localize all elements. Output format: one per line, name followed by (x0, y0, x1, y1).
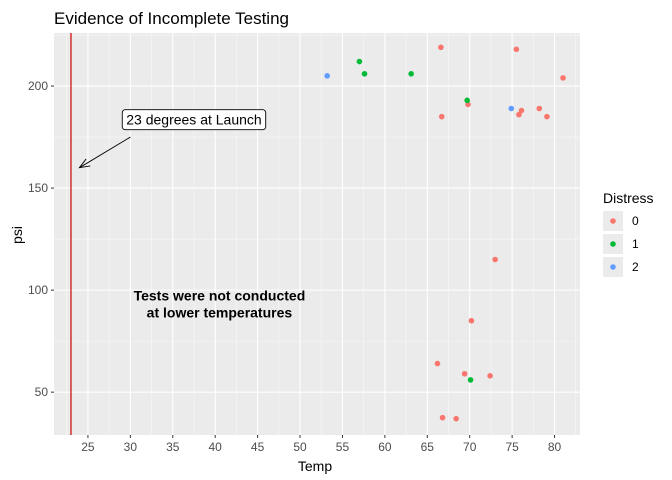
data-point-distress-0 (544, 113, 550, 120)
data-point-distress-0 (560, 75, 566, 81)
annotation-arrow (79, 136, 131, 169)
data-point-distress-0 (536, 105, 543, 112)
y-axis-title: psi (9, 226, 25, 244)
legend-label: 0 (632, 214, 639, 228)
data-point-distress-0 (518, 107, 525, 114)
legend-label: 2 (632, 260, 639, 274)
data-point-distress-0 (439, 414, 446, 421)
legend: Distress 0 1 2 (603, 190, 654, 277)
chart-title: Evidence of Incomplete Testing (54, 9, 289, 28)
data-point-distress-0 (461, 370, 468, 377)
x-tick-label: 80 (548, 440, 562, 454)
y-tick-label: 200 (28, 79, 48, 93)
y-axis-ticks: 50 100 150 200 (28, 79, 54, 399)
x-tick-label: 30 (124, 440, 138, 454)
data-point-distress-2 (324, 73, 330, 79)
chart-marks: 23 degrees at Launch Tests were not condu… (70, 33, 566, 435)
x-tick-label: 55 (336, 440, 350, 454)
legend-label: 1 (632, 237, 639, 251)
data-point-distress-1 (361, 71, 368, 77)
legend-swatch (610, 264, 616, 270)
x-tick-label: 70 (463, 440, 477, 454)
x-axis-title: Temp (298, 458, 332, 474)
launch-label-text: 23 degrees at Launch (126, 112, 261, 128)
x-tick-label: 45 (251, 440, 265, 454)
data-point-distress-0 (438, 44, 444, 51)
annotation-text-line: at lower temperatures (147, 304, 293, 320)
data-point-distress-0 (513, 46, 520, 53)
plot-panel (54, 33, 580, 435)
legend-swatch (610, 218, 616, 224)
x-tick-label: 65 (421, 440, 435, 454)
data-point-distress-0 (453, 415, 459, 422)
data-point-distress-2 (508, 105, 515, 112)
legend-title: Distress (603, 190, 654, 206)
x-tick-label: 75 (505, 440, 519, 454)
data-point-distress-0 (468, 317, 475, 324)
y-tick-label: 50 (35, 385, 49, 399)
y-tick-label: 150 (28, 181, 48, 195)
x-tick-label: 50 (293, 440, 307, 454)
x-tick-label: 35 (166, 440, 180, 454)
data-point-distress-0 (492, 256, 498, 263)
launch-label-box (121, 109, 267, 131)
data-point-distress-0 (487, 373, 493, 379)
data-point-distress-0 (434, 360, 441, 367)
legend-swatch (610, 241, 616, 247)
x-tick-label: 60 (378, 440, 392, 454)
data-point-distress-1 (356, 58, 363, 65)
data-point-distress-1 (464, 97, 470, 104)
y-tick-label: 100 (28, 283, 48, 297)
x-tick-label: 25 (81, 440, 95, 454)
launch-label: 23 degrees at Launch (121, 109, 267, 131)
data-point-distress-1 (408, 71, 414, 77)
grid-minor (54, 33, 580, 435)
data-point-distress-1 (467, 377, 474, 383)
annotation-arrow-head (78, 158, 91, 169)
data-point-distress-0 (438, 113, 445, 120)
x-axis-ticks: 25 30 35 40 45 50 55 60 65 70 75 80 (81, 435, 562, 454)
data-point-distress-0 (516, 111, 522, 118)
x-tick-label: 40 (209, 440, 223, 454)
annotation-text-line: Tests were not conducted (134, 287, 306, 303)
